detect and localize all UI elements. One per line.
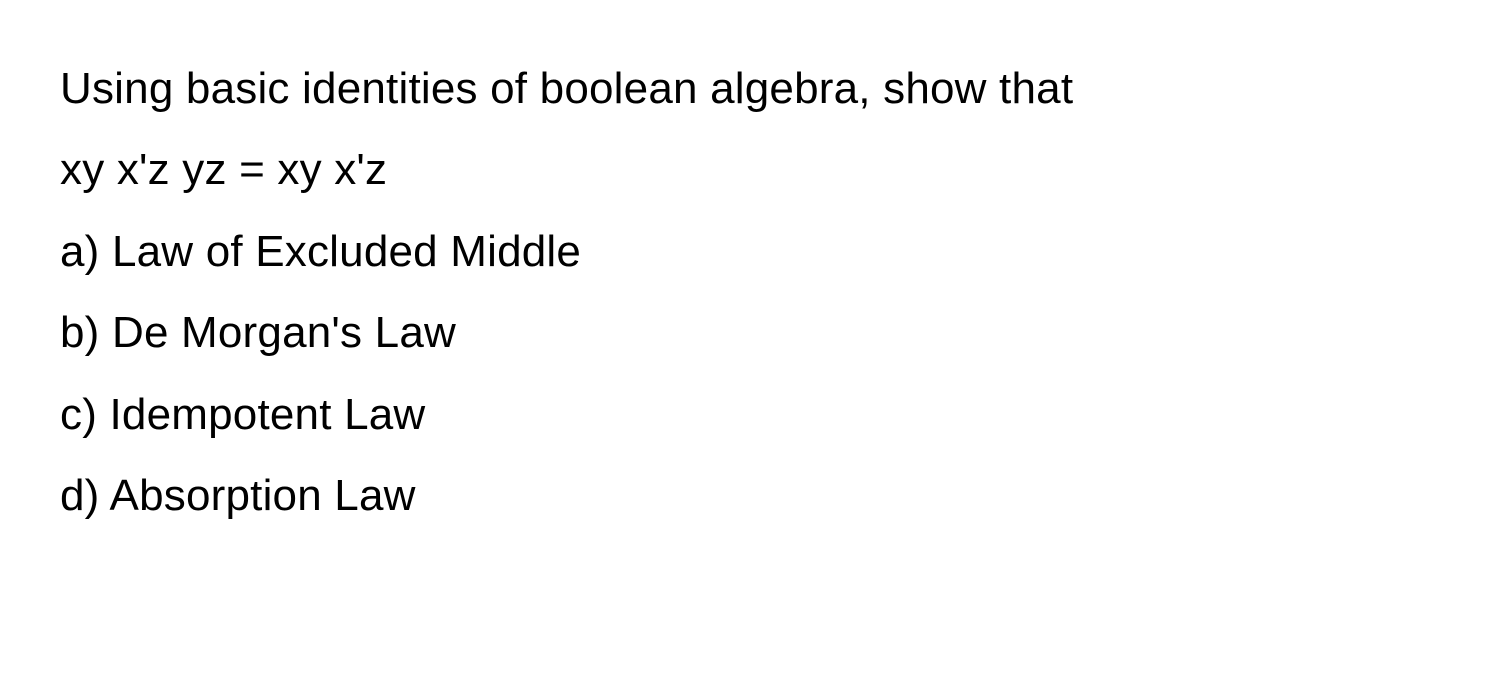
option-label: d) <box>60 471 100 520</box>
prompt-line-2: xy x'z yz = xy x'z <box>60 129 1440 210</box>
option-a: a) Law of Excluded Middle <box>60 211 1440 292</box>
option-text: Absorption Law <box>110 471 416 520</box>
option-text: De Morgan's Law <box>112 308 456 357</box>
option-text: Law of Excluded Middle <box>112 227 581 276</box>
option-text: Idempotent Law <box>110 390 426 439</box>
option-label: a) <box>60 227 100 276</box>
prompt-line-1: Using basic identities of boolean algebr… <box>60 48 1440 129</box>
option-c: c) Idempotent Law <box>60 374 1440 455</box>
option-label: b) <box>60 308 100 357</box>
question-block: Using basic identities of boolean algebr… <box>60 48 1440 536</box>
option-b: b) De Morgan's Law <box>60 292 1440 373</box>
option-d: d) Absorption Law <box>60 455 1440 536</box>
option-label: c) <box>60 390 97 439</box>
